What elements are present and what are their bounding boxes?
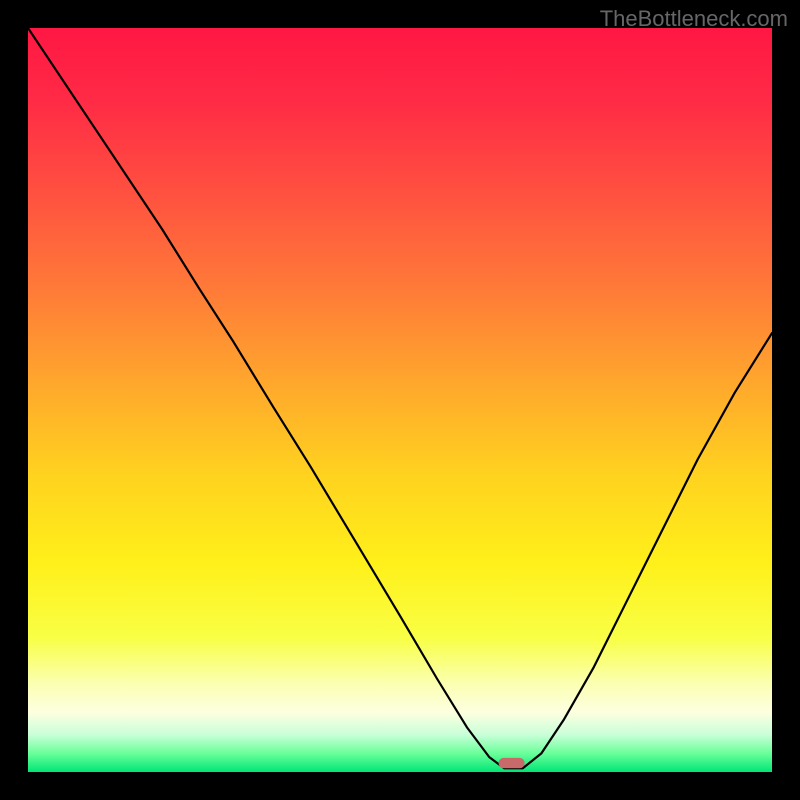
bottleneck-chart: TheBottleneck.com (0, 0, 800, 800)
minimum-marker (499, 758, 525, 768)
chart-svg (0, 0, 800, 800)
plot-area (28, 28, 772, 772)
watermark-text: TheBottleneck.com (600, 6, 788, 32)
